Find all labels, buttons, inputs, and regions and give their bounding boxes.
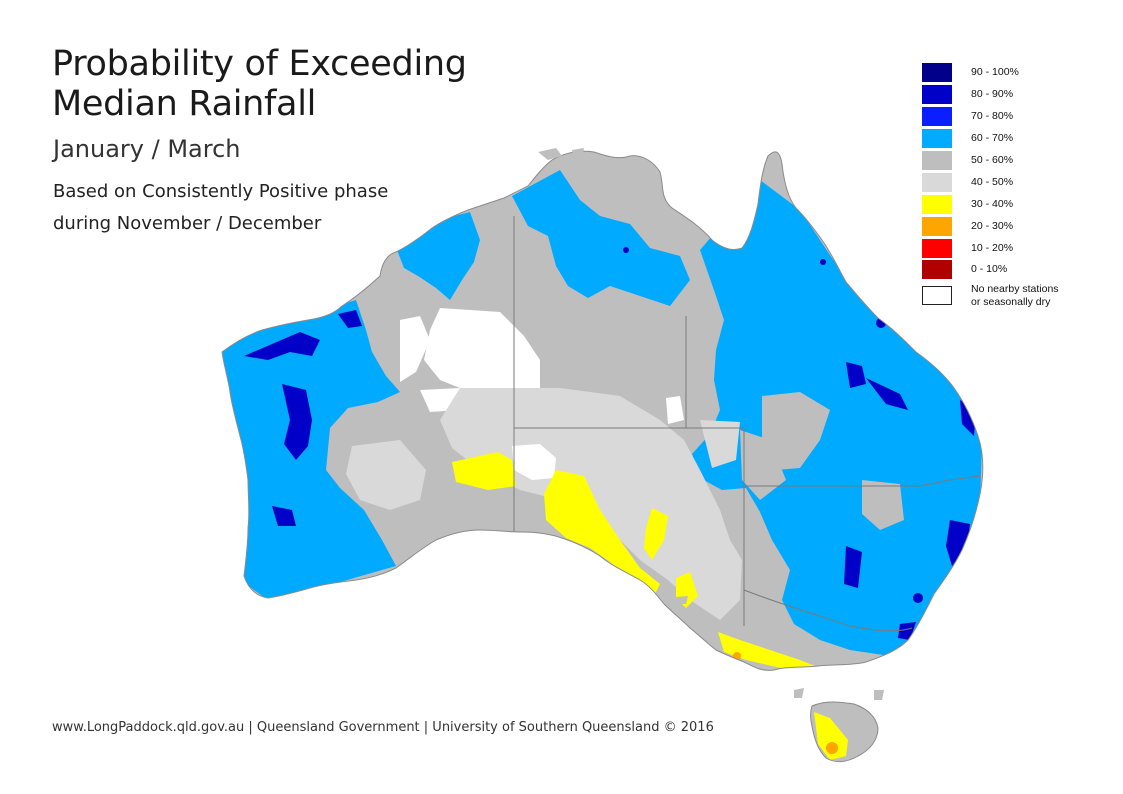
legend-label: 30 - 40% <box>971 197 1014 210</box>
map-title: Probability of Exceeding Median Rainfall <box>52 44 467 124</box>
legend-swatch <box>922 194 952 214</box>
legend-label: 20 - 30% <box>971 219 1014 232</box>
title-line-1: Probability of Exceeding <box>52 44 467 84</box>
phase-line-2: during November / December <box>53 213 322 234</box>
period-label: January / March <box>53 135 241 163</box>
title-line-2: Median Rainfall <box>52 84 317 124</box>
legend-swatch <box>922 286 952 306</box>
legend-item-60-70: 60 - 70% <box>922 128 1059 150</box>
legend-item-70-80: 70 - 80% <box>922 106 1059 128</box>
legend-item-30-40: 30 - 40% <box>922 193 1059 215</box>
legend-label: 70 - 80% <box>971 110 1014 123</box>
legend-item-80-90: 80 - 90% <box>922 84 1059 106</box>
legend-label: 40 - 50% <box>971 175 1014 188</box>
legend-label: 80 - 90% <box>971 88 1014 101</box>
legend-swatch <box>922 216 952 236</box>
legend-label: No nearby stations or seasonally dry <box>971 283 1059 309</box>
legend-label: 50 - 60% <box>971 154 1014 166</box>
legend-swatch <box>922 260 952 280</box>
legend-item-20-30: 20 - 30% <box>922 215 1059 237</box>
legend-item-90-100: 90 - 100% <box>922 62 1059 84</box>
legend-swatch <box>922 172 952 192</box>
state-borders <box>513 216 981 632</box>
legend-label: 0 - 10% <box>971 263 1008 276</box>
phase-line-1: Based on Consistently Positive phase <box>53 181 389 202</box>
legend-item-10-20: 10 - 20% <box>922 237 1059 259</box>
legend-item-0-10: 0 - 10% <box>922 259 1059 281</box>
legend-label: 10 - 20% <box>971 241 1014 254</box>
legend: 90 - 100% 80 - 90% 70 - 80% 60 - 70% 50 … <box>922 62 1059 311</box>
legend-label-line-1: No nearby stations <box>971 282 1059 295</box>
legend-label-line-2: or seasonally dry <box>971 295 1051 308</box>
rainfall-probability-shading <box>222 151 983 762</box>
legend-swatch <box>922 151 952 170</box>
legend-item-50-60: 50 - 60% <box>922 150 1059 172</box>
phase-description: Based on Consistently Positive phase dur… <box>53 176 388 240</box>
legend-swatch <box>922 238 952 258</box>
legend-swatch <box>922 63 952 83</box>
legend-item-no-stations: No nearby stations or seasonally dry <box>922 281 1059 311</box>
coastline <box>221 150 984 763</box>
legend-swatch <box>922 129 952 149</box>
legend-swatch <box>922 85 952 105</box>
legend-swatch <box>922 107 952 127</box>
legend-label: 90 - 100% <box>971 66 1019 79</box>
islands <box>538 148 884 700</box>
legend-item-40-50: 40 - 50% <box>922 171 1059 193</box>
legend-label: 60 - 70% <box>971 132 1014 145</box>
footer-credits: www.LongPaddock.qld.gov.au | Queensland … <box>52 720 714 735</box>
